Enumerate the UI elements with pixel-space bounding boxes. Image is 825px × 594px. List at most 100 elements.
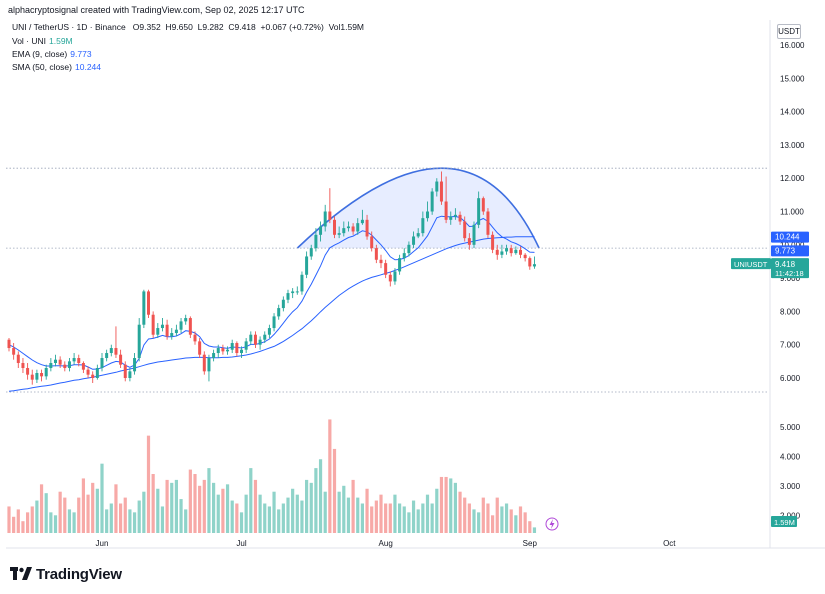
candle-body [514, 249, 518, 254]
volume-bar [100, 463, 104, 533]
volume-bar [439, 476, 444, 533]
symbol-title[interactable]: UNI / TetherUS · 1D · Binance [12, 22, 126, 32]
candle [365, 214, 369, 240]
volume-bar [370, 506, 374, 533]
candle [495, 244, 499, 260]
candle [509, 244, 513, 257]
candles [7, 171, 536, 385]
volume-bar [21, 521, 25, 533]
candle-body [198, 341, 202, 355]
candle-body [416, 233, 420, 237]
tradingview-logo-icon [10, 567, 32, 580]
volume-bar [30, 506, 34, 533]
candle-body [370, 236, 374, 249]
candle-body [472, 224, 476, 245]
candle [398, 254, 402, 275]
candle [342, 221, 346, 237]
volume-bar [151, 474, 155, 533]
candle [174, 324, 178, 337]
candle-body [147, 291, 150, 315]
candle [235, 341, 239, 357]
candle-body [509, 248, 513, 254]
candle-body [267, 328, 271, 335]
last-price-tag-bg [771, 258, 809, 279]
ema-indicator-legend[interactable]: EMA (9, close) 9.773 [12, 49, 92, 59]
candle-body [16, 354, 20, 364]
tradingview-logo[interactable]: TradingView [10, 565, 122, 583]
candle-body [142, 291, 146, 325]
price-tick-label: 11.000 [780, 208, 804, 217]
candle [240, 346, 243, 359]
countdown-text: 11:42:18 [775, 269, 804, 278]
candle-body [151, 314, 155, 335]
candle [384, 259, 388, 279]
candle-body [128, 371, 132, 378]
volume-bar [277, 509, 281, 533]
candle-body [426, 211, 429, 219]
price-tick-label: 14.000 [780, 108, 805, 117]
sma-indicator-legend[interactable]: SMA (50, close) 10.244 [12, 62, 101, 72]
candle [105, 349, 109, 362]
candle [444, 176, 448, 224]
candle-body [100, 358, 104, 369]
candle-body [221, 348, 225, 352]
currency-selector[interactable]: USDT [777, 24, 801, 39]
candle-body [95, 368, 99, 378]
volume-bar [407, 512, 411, 533]
candle [300, 271, 304, 295]
candle-body [300, 274, 304, 292]
candle [267, 324, 271, 339]
volume-bar [374, 500, 378, 533]
volume-bar [458, 491, 462, 533]
candle-body [351, 226, 355, 232]
time-tick-label: Oct [663, 539, 676, 548]
price-tick-label: 12.000 [780, 174, 805, 183]
volume-bar [221, 488, 225, 533]
candle-body [402, 253, 406, 259]
price-tick-label: 6.000 [780, 374, 801, 383]
price-tick-label: 15.000 [780, 74, 805, 83]
volume-bar [518, 506, 523, 533]
volume-bar [174, 479, 178, 533]
candle [170, 328, 174, 340]
volume-bar [95, 488, 99, 533]
candle [30, 369, 34, 385]
candle-body [67, 361, 71, 369]
volume-indicator-legend[interactable]: Vol · UNI 1.59M [12, 36, 73, 46]
candle [142, 289, 146, 329]
candle [156, 323, 160, 339]
candle [26, 363, 30, 380]
volume-bar [119, 503, 123, 533]
candle-body [286, 293, 290, 300]
volume-bar [142, 491, 146, 533]
candle-body [453, 214, 457, 217]
candle [305, 251, 309, 279]
candle [86, 366, 90, 378]
candle-body [230, 343, 234, 350]
candle [179, 318, 183, 334]
candle-body [226, 349, 230, 352]
candle-body [258, 339, 262, 345]
candle-body [40, 373, 44, 377]
volume-bar [239, 512, 244, 533]
candle [272, 313, 276, 332]
candle-body [179, 321, 183, 330]
candle-body [463, 221, 467, 239]
volume-bar [453, 482, 457, 533]
candle-body [137, 324, 141, 359]
candle-body [481, 198, 485, 212]
candle [221, 344, 225, 355]
volume-bar [165, 479, 169, 533]
volume-bar [128, 509, 132, 533]
lightning-icon[interactable] [545, 517, 559, 531]
candle [100, 353, 104, 372]
candle [309, 244, 313, 260]
candle [319, 221, 323, 242]
candle [360, 209, 364, 225]
price-tick-label: 13.000 [780, 141, 805, 150]
candle [291, 288, 295, 299]
candle-body [165, 324, 169, 337]
